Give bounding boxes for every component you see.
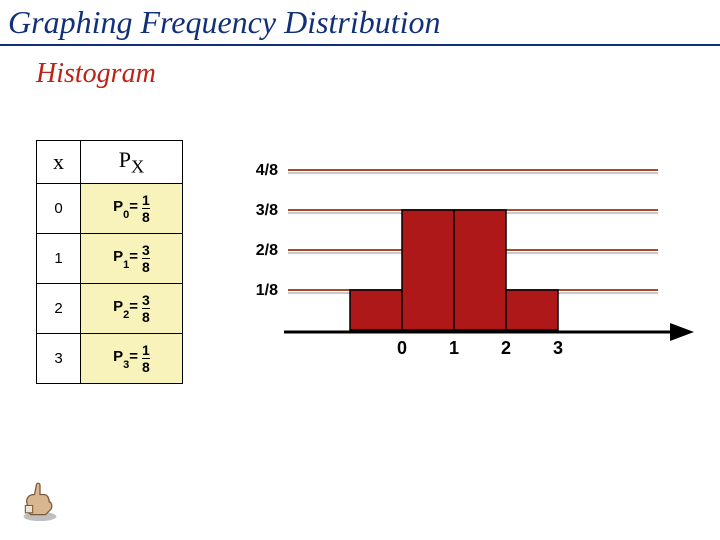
- svg-text:1/8: 1/8: [256, 282, 278, 299]
- cell-x: 2: [37, 284, 81, 334]
- cell-x: 3: [37, 334, 81, 384]
- cell-x: 1: [37, 234, 81, 284]
- col-header-p: PX: [81, 141, 183, 184]
- cell-x: 0: [37, 184, 81, 234]
- histogram: 1/82/83/84/80123x: [240, 150, 700, 390]
- table-row: 3P3=18: [37, 334, 183, 384]
- col-header-x: x: [37, 141, 81, 184]
- table-row: 2P2=38: [37, 284, 183, 334]
- svg-text:0: 0: [397, 338, 407, 358]
- cell-p: P1=38: [81, 234, 183, 284]
- svg-text:3/8: 3/8: [256, 202, 278, 219]
- probability-table: x PX 0P0=181P1=382P2=383P3=18: [36, 140, 183, 384]
- section-label: Histogram: [36, 58, 156, 90]
- svg-text:1: 1: [449, 338, 459, 358]
- svg-text:2/8: 2/8: [256, 242, 278, 259]
- slide-title: Graphing Frequency Distribution: [8, 4, 441, 41]
- table-row: 1P1=38: [37, 234, 183, 284]
- cell-p: P2=38: [81, 284, 183, 334]
- title-underline: [0, 44, 720, 46]
- cell-p: P0=18: [81, 184, 183, 234]
- svg-text:2: 2: [501, 338, 511, 358]
- cell-p: P3=18: [81, 334, 183, 384]
- table-row: 0P0=18: [37, 184, 183, 234]
- pointing-hand-icon: [18, 478, 62, 522]
- svg-text:3: 3: [553, 338, 563, 358]
- table-header-row: x PX: [37, 141, 183, 184]
- svg-text:4/8: 4/8: [256, 162, 278, 179]
